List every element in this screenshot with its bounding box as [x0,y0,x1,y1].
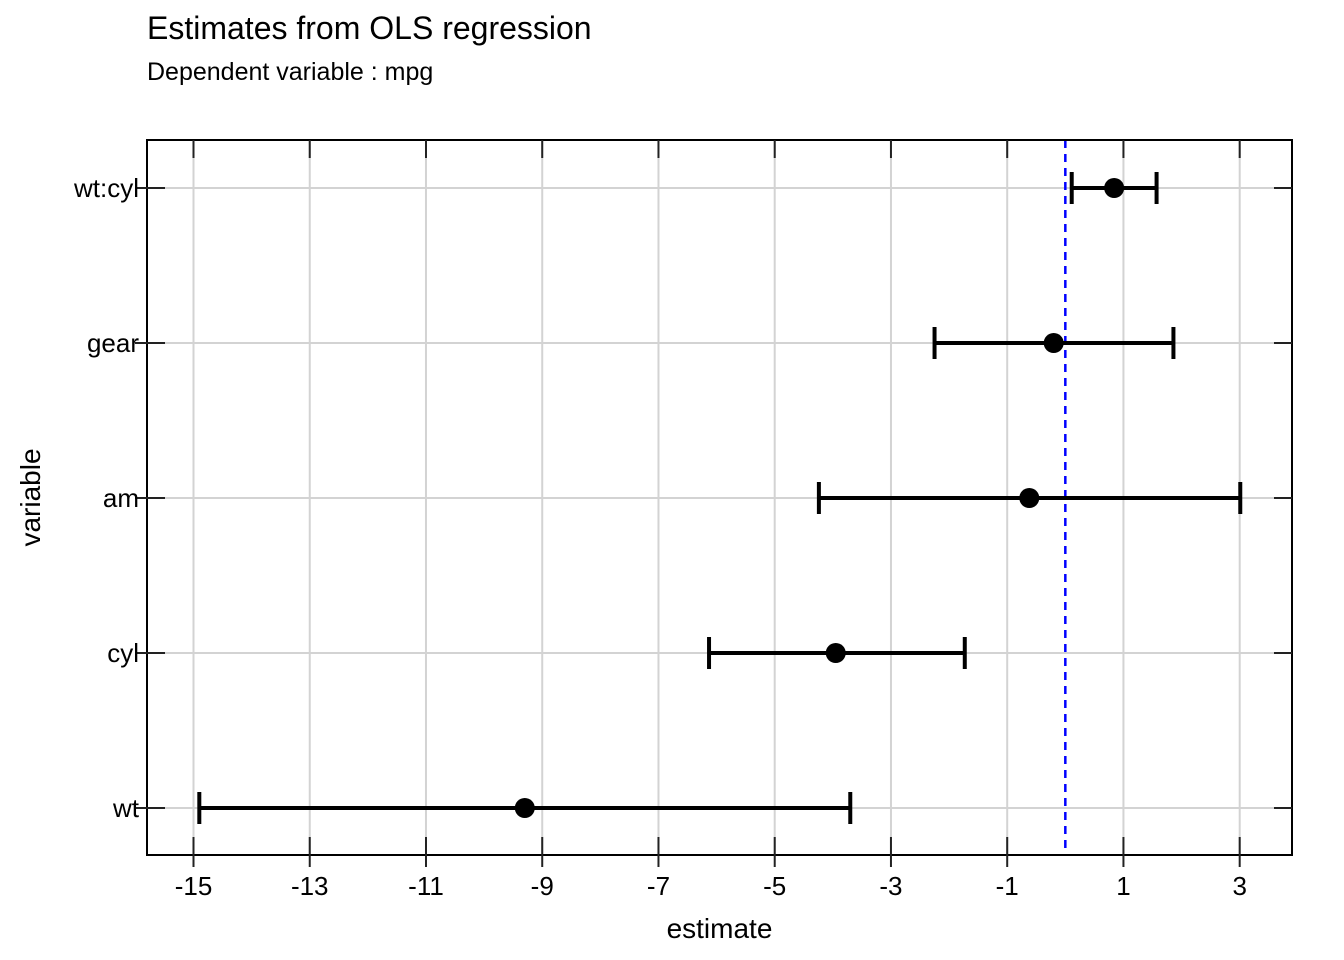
y-axis-title: variable [15,448,46,546]
y-tick-label: am [103,483,139,513]
y-tick-label: wt:cyl [73,173,139,203]
estimate-points [514,178,1125,818]
y-tick-label: cyl [107,638,139,668]
x-tick-label: -15 [175,871,213,901]
estimate-point-gear [1043,333,1064,353]
x-tick-labels: -15 -13 -11 -9 -7 -5 -3 -1 1 3 [175,871,1247,901]
estimate-point-wt [514,798,535,818]
x-tick-label: -3 [879,871,902,901]
y-tick-label: wt [112,793,140,823]
estimate-point-am [1019,488,1040,508]
x-axis-title: estimate [667,913,773,944]
axis-ticks [135,140,1292,867]
x-tick-label: 3 [1232,871,1246,901]
x-tick-label: 1 [1116,871,1130,901]
x-tick-label: -11 [408,871,444,901]
y-tick-labels: wt:cyl gear am cyl wt [73,173,140,823]
y-tick-label: gear [87,328,139,358]
chart-subtitle: Dependent variable : mpg [147,58,434,86]
estimate-point-cyl [825,643,846,663]
x-tick-label: -9 [531,871,554,901]
estimate-point-wt:cyl [1104,178,1125,198]
x-tick-label: -5 [763,871,786,901]
chart-title: Estimates from OLS regression [147,10,592,46]
x-tick-label: -7 [647,871,670,901]
x-tick-label: -13 [291,871,329,901]
x-tick-label: -1 [996,871,1019,901]
